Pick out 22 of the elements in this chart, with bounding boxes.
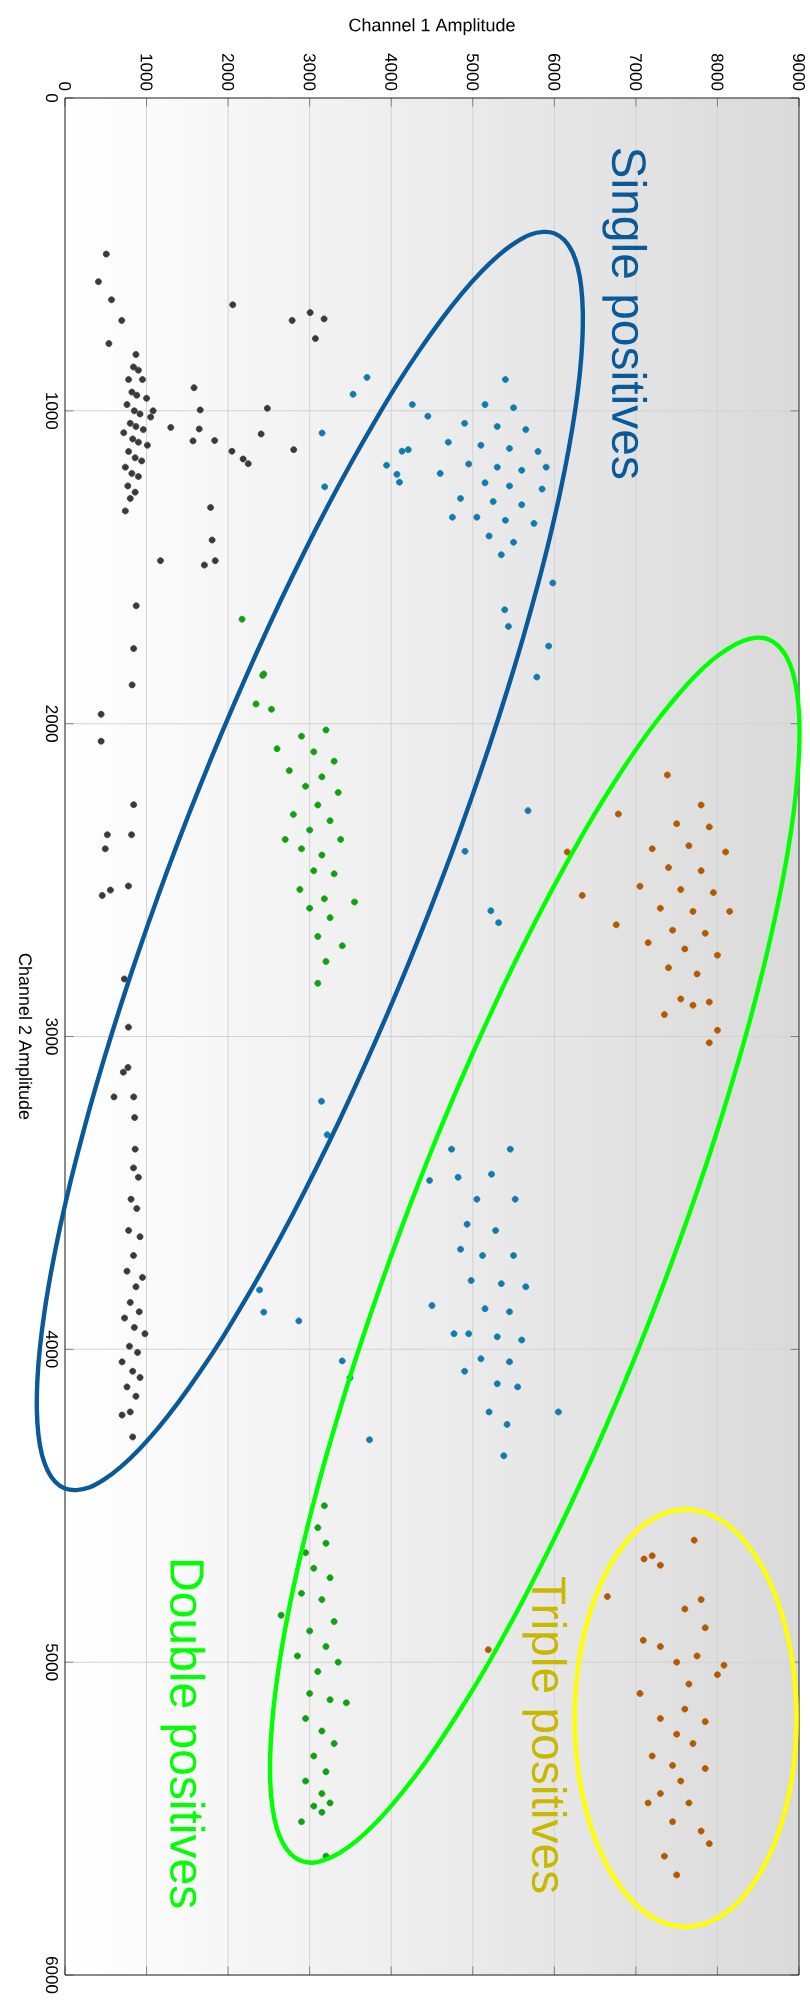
annotation: Double positives: [160, 1561, 206, 1908]
y-axis-title: Channel 2 Amplitude: [15, 953, 33, 1120]
y-tick-label: 4000: [45, 1330, 58, 1368]
annotation: Single positives: [602, 148, 648, 479]
x-tick-label: 7000: [629, 54, 642, 91]
y-tick-label: 6000: [45, 1956, 58, 1994]
x-axis-title: Channel 1 Amplitude: [349, 18, 515, 35]
annotation: Triple positives: [522, 1576, 568, 1893]
y-tick-label: 5000: [45, 1643, 58, 1681]
x-tick-label: 5000: [466, 53, 479, 91]
x-tick-label: 3000: [303, 53, 316, 91]
x-tick-label: 2000: [222, 53, 235, 91]
y-tick-label: 3000: [45, 1018, 58, 1055]
y-tick-label: 1000: [45, 393, 58, 430]
x-tick-label: 9000: [792, 53, 805, 91]
x-tick-label: 1000: [140, 54, 153, 91]
x-tick-label: 8000: [711, 53, 724, 91]
x-tick-label: 6000: [548, 54, 561, 91]
y-tick-label: 0: [45, 93, 58, 103]
x-tick-label: 0: [58, 82, 71, 91]
y-tick-label: 2000: [45, 705, 58, 742]
x-tick-label: 4000: [385, 53, 398, 91]
